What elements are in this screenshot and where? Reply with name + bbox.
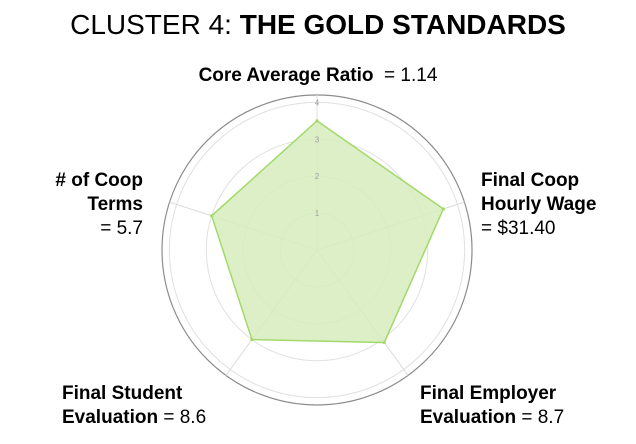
axis-label-final-student-evaluation: Final Student Evaluation = 8.6 <box>62 383 207 428</box>
data-point-0 <box>315 119 319 123</box>
axis-label-final-coop-hourly-wage: Final Coop Hourly Wage = $31.40 <box>481 170 597 239</box>
data-point-3 <box>250 337 254 342</box>
data-point-1 <box>441 207 445 211</box>
axis-label-coop-terms: # of Coop Terms = 5.7 <box>55 170 143 239</box>
r-tick-label-2: 2 <box>315 172 320 181</box>
data-point-2 <box>382 340 386 345</box>
data-polygon <box>210 119 445 344</box>
r-tick-label-4: 4 <box>315 98 320 107</box>
data-point-4 <box>210 214 214 218</box>
r-tick-label-1: 1 <box>315 209 320 218</box>
chart-title: CLUSTER 4: THE GOLD STANDARDS <box>70 9 566 40</box>
axis-label-final-employer-evaluation: Final Employer Evaluation = 8.7 <box>420 383 565 428</box>
r-tick-label-3: 3 <box>315 135 320 144</box>
axis-label-core-average-ratio: Core Average Ratio = 1.14 <box>198 65 438 86</box>
